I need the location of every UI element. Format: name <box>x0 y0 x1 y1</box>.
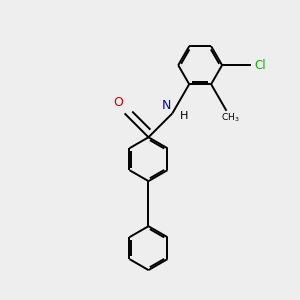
Text: Cl: Cl <box>255 59 266 72</box>
Text: N: N <box>161 99 171 112</box>
Text: CH$_3$: CH$_3$ <box>221 111 240 124</box>
Text: O: O <box>113 96 123 109</box>
Text: H: H <box>180 111 188 121</box>
